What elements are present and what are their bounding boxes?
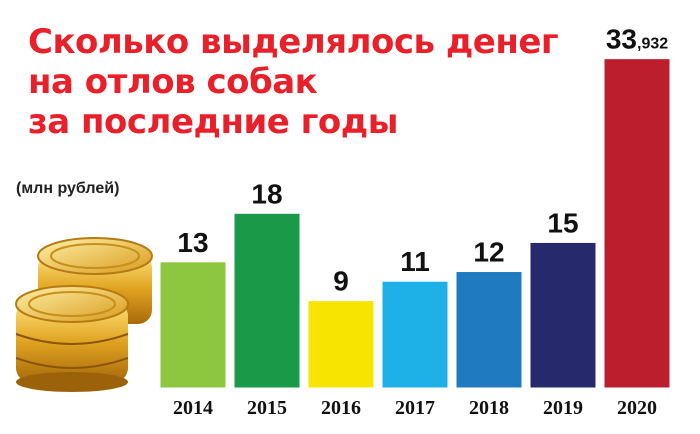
year-label-2017: 2017 xyxy=(395,397,435,419)
year-label-2019: 2019 xyxy=(543,397,583,419)
year-label-2018: 2018 xyxy=(469,397,509,419)
title-line-2: на отлов собак xyxy=(28,62,318,102)
value-label-2015: 18 xyxy=(251,178,282,209)
title-line-1: Сколько выделялось денег xyxy=(28,22,559,62)
title-line-3: за последние годы xyxy=(28,102,399,142)
bar-2019 xyxy=(529,241,597,389)
year-label-2014: 2014 xyxy=(173,397,213,419)
bar-2015 xyxy=(233,212,301,389)
bar-2017 xyxy=(381,280,449,389)
value-label-2017: 11 xyxy=(400,246,430,277)
gold-coins-icon xyxy=(15,237,153,392)
year-label-2016: 2016 xyxy=(321,397,361,419)
bar-2014 xyxy=(159,261,227,389)
unit-label: (млн рублей) xyxy=(16,180,120,197)
bar-2018 xyxy=(455,271,523,389)
value-label-2018: 12 xyxy=(473,237,504,268)
value-label-2014: 13 xyxy=(177,227,208,258)
value-label-2019: 15 xyxy=(547,207,578,238)
value-label-2016: 9 xyxy=(333,266,349,297)
year-label-2015: 2015 xyxy=(247,397,287,419)
bar-2020 xyxy=(603,58,671,389)
year-label-2020: 2020 xyxy=(617,397,657,419)
bar-2016 xyxy=(307,300,375,389)
chart-title: Сколько выделялось денег на отлов собак … xyxy=(28,22,588,142)
value-label-2020: 33,932 xyxy=(606,24,668,55)
